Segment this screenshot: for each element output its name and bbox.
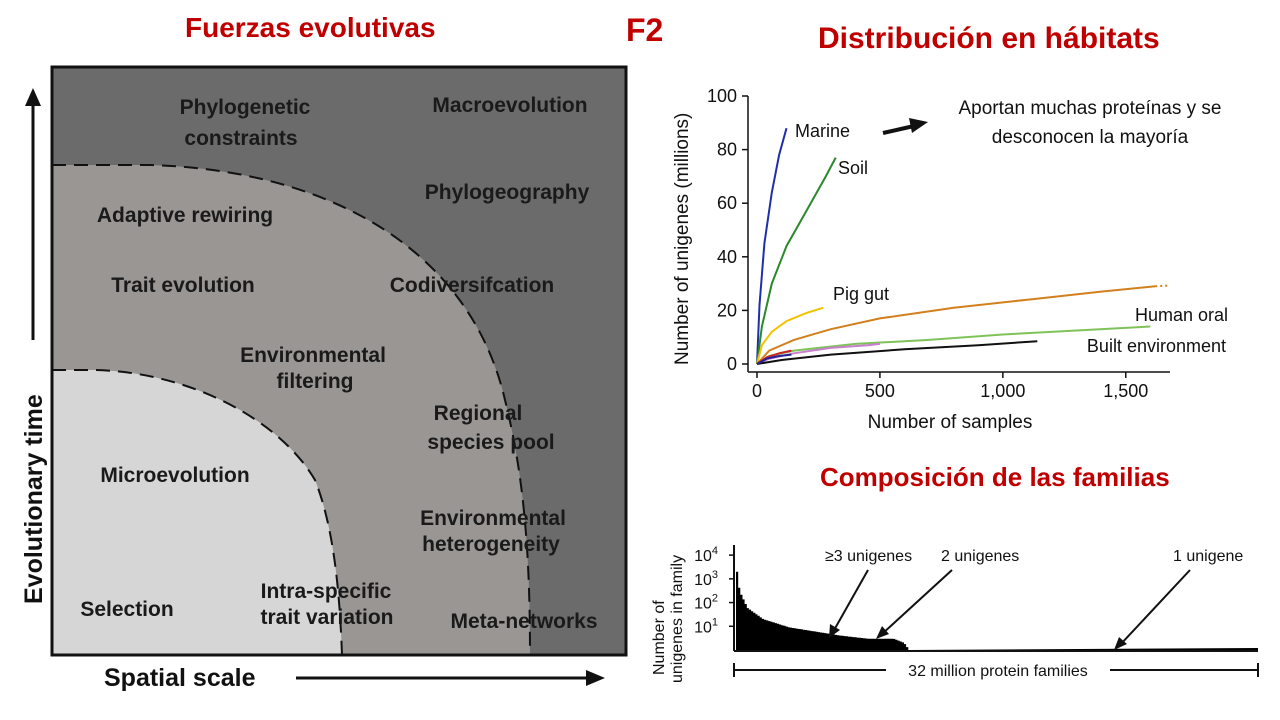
annot-3-unigenes: ≥3 unigenes xyxy=(825,548,912,565)
families-y-tick-label: 102 xyxy=(694,593,718,613)
series-label-soil: Soil xyxy=(838,158,868,178)
label-env-filtering-1: Environmental xyxy=(240,344,386,367)
unigenes-line-chart: 0 20 40 60 80 100 0 500 1,000 1,500 Marine Soil Pig… xyxy=(672,86,1228,433)
label-regional-2: species pool xyxy=(427,431,554,454)
annot-2-arrow xyxy=(881,569,953,635)
series-label-pig-gut: Pig gut xyxy=(833,284,889,304)
slide-code: F2 xyxy=(626,12,664,48)
line-chart-axes xyxy=(747,96,1170,373)
y-tick-label: 60 xyxy=(717,193,737,213)
y-tick-label: 0 xyxy=(727,354,737,374)
series-line-built-environment xyxy=(756,340,1038,365)
x-tick-label: 500 xyxy=(865,381,895,401)
inner-zone xyxy=(52,370,342,655)
y-axis-label: Evolutionary time xyxy=(20,394,48,604)
x-tick-label: 1,500 xyxy=(1103,381,1148,401)
x-tick-label: 0 xyxy=(752,381,762,401)
label-regional-1: Regional xyxy=(434,402,523,425)
series-line xyxy=(756,353,792,365)
inner-boundary-dashed xyxy=(52,369,343,656)
label-codiversification: Codiversifcation xyxy=(390,274,555,297)
series-line-marine xyxy=(756,127,788,365)
families-y-tick-label: 103 xyxy=(694,569,718,589)
families-y-ticks: 104 103 102 101 xyxy=(694,545,734,636)
y-tick-label: 20 xyxy=(717,300,737,320)
annotation-arrowhead xyxy=(909,118,928,133)
label-meta-networks: Meta-networks xyxy=(450,610,597,633)
y-tick-label: 80 xyxy=(717,140,737,160)
label-microevolution: Microevolution xyxy=(100,464,249,487)
label-intra-specific-2: trait variation xyxy=(260,606,393,629)
annot-2-arrowhead xyxy=(876,626,889,639)
annot-3-arrow xyxy=(832,569,869,633)
x-axis-label: Spatial scale xyxy=(104,664,256,692)
diagram-frame xyxy=(50,65,628,657)
label-phylogeography: Phylogeography xyxy=(425,181,590,204)
y-tick-label: 40 xyxy=(717,247,737,267)
label-phylogenetic-2: constraints xyxy=(184,127,297,150)
line-chart-ticks: 0 20 40 60 80 100 0 500 1,000 1,500 xyxy=(707,86,1148,401)
label-intra-specific-1: Intra-specific xyxy=(261,580,392,603)
label-selection: Selection xyxy=(80,598,173,621)
label-adaptive-rewiring: Adaptive rewiring xyxy=(97,204,273,227)
annot-2-unigenes: 2 unigenes xyxy=(941,548,1019,565)
line-chart-xlabel: Number of samples xyxy=(868,412,1033,433)
label-trait-evolution: Trait evolution xyxy=(111,274,255,297)
series-line-soil xyxy=(756,157,837,365)
line-chart-ylabel: Number of unigenes (millions) xyxy=(672,113,693,365)
families-ylabel-1: Number of xyxy=(651,600,668,675)
line-chart-series xyxy=(756,127,1171,365)
series-label-human-oral: Human oral xyxy=(1135,305,1228,325)
y-tick-label: 100 xyxy=(707,86,737,106)
line-chart-series-labels: Marine Soil Pig gut Human oral Built environ… xyxy=(795,121,1228,356)
families-y-tick-label: 104 xyxy=(694,545,718,565)
series-label-marine: Marine xyxy=(795,121,850,141)
outer-boundary-dashed xyxy=(52,164,531,656)
fuerzas-title: Fuerzas evolutivas xyxy=(185,12,436,43)
series-line xyxy=(756,285,1156,365)
families-ylabel-2: unigenes in family xyxy=(669,555,686,683)
y-axis-arrowhead xyxy=(25,88,41,106)
annot-1-arrow xyxy=(1119,569,1191,646)
evolutionary-forces-diagram: Phylogenetic constraints Macroevolution … xyxy=(20,65,628,692)
annot-1-arrowhead xyxy=(1114,637,1127,650)
families-xlabel: 32 million protein families xyxy=(908,663,1088,680)
x-axis-arrowhead xyxy=(586,670,605,686)
families-y-tick-label: 101 xyxy=(694,616,718,636)
series-line-pig-gut xyxy=(756,306,824,365)
label-env-heterogeneity-1: Environmental xyxy=(420,507,566,530)
annot-1-unigene: 1 unigene xyxy=(1173,548,1243,565)
label-env-filtering-2: filtering xyxy=(277,370,354,393)
label-phylogenetic-1: Phylogenetic xyxy=(180,96,311,119)
label-macroevolution: Macroevolution xyxy=(432,94,587,117)
annot-3-arrowhead xyxy=(829,624,840,638)
protein-families-chart: 104 103 102 101 Number of unigenes in famil… xyxy=(651,545,1259,683)
series-label-built-environment: Built environment xyxy=(1087,336,1226,356)
annotation-line-2: desconocen la mayoría xyxy=(992,127,1189,148)
series-dotted-extension xyxy=(1155,284,1171,288)
annotation-arrow-line xyxy=(882,124,915,135)
label-env-heterogeneity-2: heterogeneity xyxy=(422,533,560,556)
families-area xyxy=(736,571,1258,650)
distribucion-title: Distribución en hábitats xyxy=(818,22,1160,55)
x-tick-label: 1,000 xyxy=(980,381,1025,401)
annotation-line-1: Aportan muchas proteínas y se xyxy=(959,98,1222,119)
composicion-title: Composición de las familias xyxy=(820,462,1170,492)
